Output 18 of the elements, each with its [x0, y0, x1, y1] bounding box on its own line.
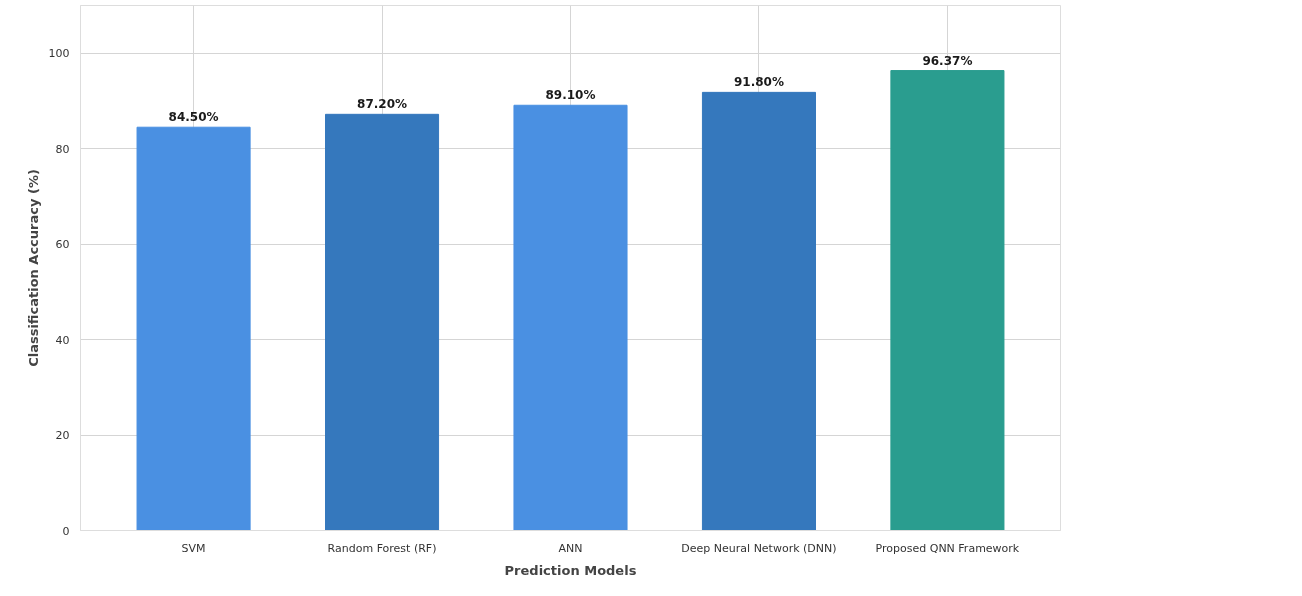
data-label: 84.50%	[168, 110, 219, 125]
x-tick-label: SVM	[181, 541, 206, 555]
data-label: 91.80%	[733, 75, 784, 90]
x-tick-label: Proposed QNN Framework	[875, 541, 1020, 555]
y-axis-title: Classification Accuracy (%)	[25, 169, 41, 367]
y-tick-label: 40	[55, 333, 70, 347]
y-tick-label: 80	[55, 142, 70, 156]
x-axis-title: Prediction Models	[504, 562, 637, 578]
data-label: 96.37%	[922, 53, 973, 68]
y-tick-label: 20	[55, 429, 70, 443]
y-tick-label: 0	[62, 524, 70, 538]
x-tick-label: Deep Neural Network (DNN)	[681, 541, 837, 555]
data-label: 87.20%	[357, 97, 408, 112]
y-tick-label: 100	[48, 47, 70, 61]
data-label: 89.10%	[545, 88, 596, 103]
x-tick-label: Random Forest (RF)	[327, 541, 437, 555]
x-tick-label: ANN	[558, 541, 583, 555]
y-tick-label: 60	[55, 238, 70, 252]
